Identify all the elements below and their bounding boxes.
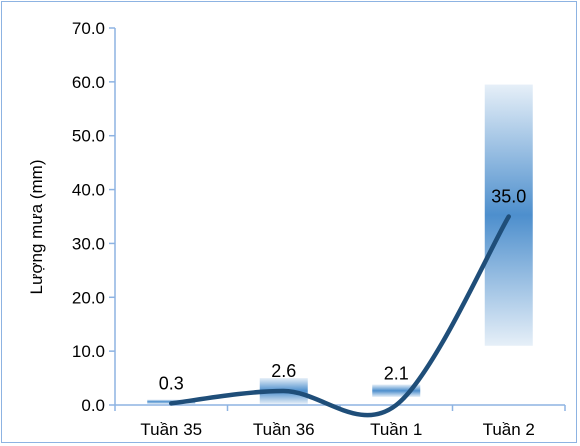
x-tick-label: Tuần 35 [140, 420, 202, 439]
axes: 0.0 10.0 20.0 30.0 40.0 50.0 60.0 70.0 Tuần 35 Tu… [72, 19, 566, 439]
data-label: 2.6 [271, 361, 296, 381]
y-tick-label: 0.0 [81, 396, 105, 415]
range-bars [147, 84, 533, 404]
x-tick-label: Tuần 1 [370, 420, 422, 439]
x-tick-label: Tuần 36 [253, 420, 315, 439]
data-labels: 0.3 2.6 2.1 35.0 [159, 187, 527, 394]
series-lines [169, 214, 511, 418]
x-tick-label: Tuần 2 [483, 420, 535, 439]
y-axis-label: Lượng mưa (mm) [27, 160, 46, 295]
y-tick-label: 10.0 [72, 342, 105, 361]
y-tick-label: 20.0 [72, 288, 105, 307]
y-tick-label: 60.0 [72, 73, 105, 92]
series-line [169, 214, 511, 418]
y-tick-label: 50.0 [72, 127, 105, 146]
data-label: 2.1 [384, 364, 409, 384]
y-tick-label: 40.0 [72, 181, 105, 200]
y-tick-label: 30.0 [72, 234, 105, 253]
data-label: 35.0 [491, 187, 526, 207]
data-label: 0.3 [159, 373, 184, 393]
y-tick-label: 70.0 [72, 19, 105, 38]
